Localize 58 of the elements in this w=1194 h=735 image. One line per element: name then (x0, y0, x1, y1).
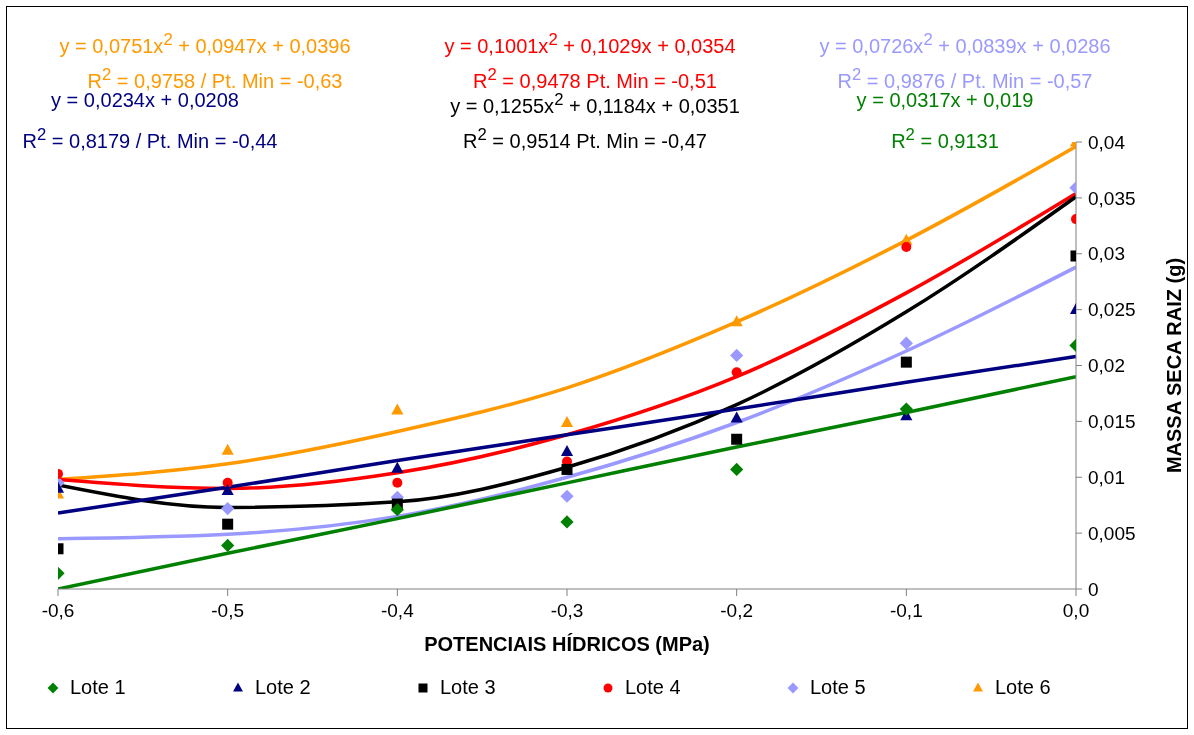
point (391, 403, 404, 415)
y-tick-label: 0,025 (1088, 299, 1136, 321)
text: R$^{2}$ = 0,9758 / Pt. Min = -0,63 (86, 64, 344, 93)
point (561, 463, 573, 475)
y-tick-label: 0,015 (1088, 411, 1136, 433)
point (392, 477, 403, 488)
point (391, 461, 404, 473)
legend-label: Lote 6 (995, 676, 1051, 699)
text: R$^{2}$ = 0,9478 Pt. Min = -0,51 (473, 65, 717, 92)
x-axis-title: POTENCIAIS HÍDRICOS (MPa) (424, 633, 710, 656)
legend-label: Lote 1 (70, 676, 126, 699)
annotation: R$^{2}$ = 0,9514 Pt. Min = -0,47 (462, 124, 708, 154)
point (221, 501, 235, 516)
point (899, 402, 913, 416)
y-tick-label: 0,04 (1088, 131, 1126, 153)
x-tick-label: -0,3 (550, 600, 584, 622)
x-tick-label: -0,4 (380, 600, 415, 622)
point (899, 336, 913, 350)
text: y = 0,1255x$^{2}$ + 0,1184x + 0,0351 (450, 90, 740, 117)
text: y = 0,1001x$^{2}$ + 0,1029x + 0,0354 (444, 30, 736, 57)
line-series (58, 265, 1076, 541)
legend-label: Lote 2 (255, 676, 311, 699)
point (221, 443, 234, 455)
point (730, 411, 743, 423)
y-tick-label: 0,005 (1088, 522, 1136, 544)
x-tick-label: -0,5 (211, 600, 245, 622)
x-tick-label: 0,0 (1062, 600, 1090, 622)
point (560, 415, 574, 427)
point (560, 515, 574, 529)
y-axis-title: MASSA SECA RAIZ (g) (1163, 257, 1186, 474)
x-tick-label: -0,1 (889, 600, 923, 622)
point (730, 348, 744, 363)
y-tick-label: 0,035 (1088, 187, 1136, 209)
legend-label: Lote 4 (625, 676, 681, 699)
point (730, 462, 744, 477)
text: y = 0,0726x$^{2}$ + 0,0839x + 0,0286 (819, 30, 1111, 57)
y-tick-label: 0,01 (1088, 466, 1125, 488)
point (900, 356, 912, 368)
y-tick-label: 0,03 (1088, 243, 1125, 265)
x-tick-label: -0,2 (720, 600, 754, 622)
point (221, 484, 234, 496)
line-series (58, 354, 1076, 515)
legend-label: Lote 3 (440, 676, 496, 699)
point (560, 444, 574, 456)
point (730, 315, 743, 327)
point (731, 433, 743, 445)
y-tick-label: 0 (1088, 578, 1099, 600)
text: y = 0,0751x$^{2}$ + 0,0947x + 0,0396 (59, 30, 351, 57)
y-tick-label: 0,02 (1088, 355, 1125, 377)
annotation: R$^{2}$ = 0,9131 (891, 125, 999, 152)
point (901, 242, 912, 253)
annotation: R$^{2}$ = 0,8179 / Pt. Min = -0,44 (21, 124, 279, 154)
point (390, 503, 404, 517)
legend-label: Lote 5 (810, 676, 866, 699)
point (560, 489, 574, 503)
x-tick-label: -0,6 (41, 600, 75, 622)
point (222, 518, 234, 530)
point (221, 538, 235, 553)
